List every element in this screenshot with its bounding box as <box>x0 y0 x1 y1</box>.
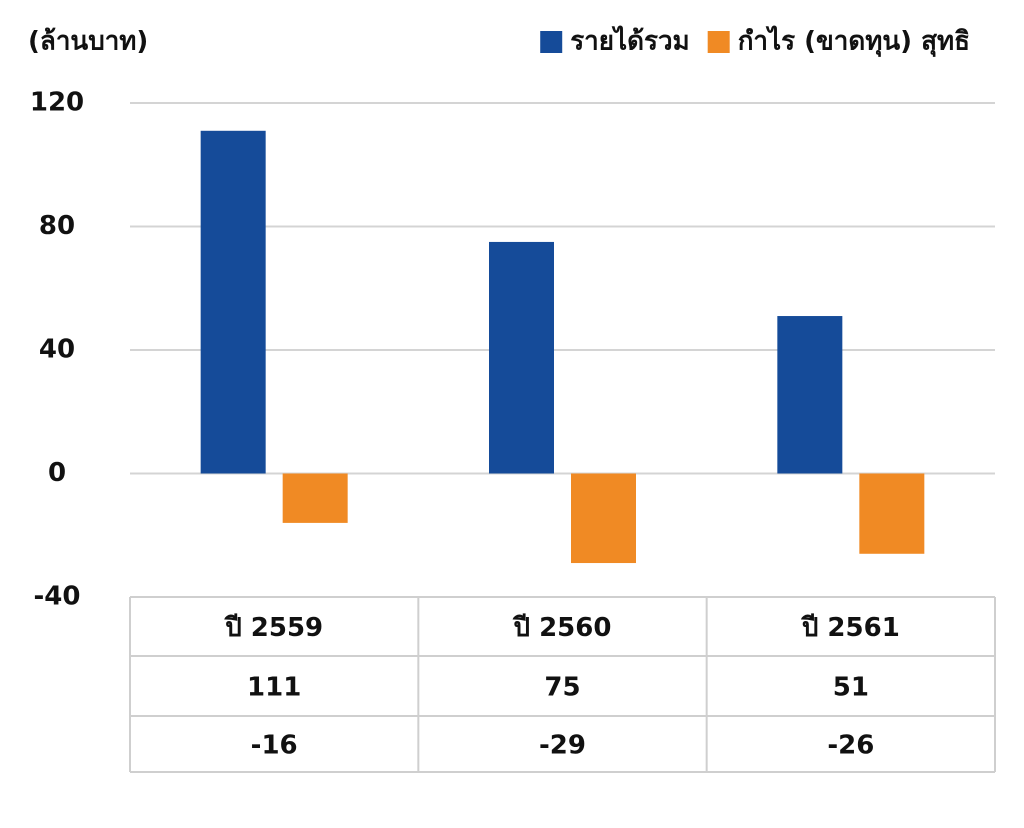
bar <box>777 316 843 474</box>
unit-label: (ล้านบาท) <box>28 27 148 57</box>
bar <box>489 241 554 474</box>
table-value: 51 <box>833 673 869 703</box>
bar <box>571 473 636 564</box>
x-tick-label: ปี 2561 <box>801 613 900 643</box>
y-tick-label: 120 <box>30 88 84 118</box>
table-value: 111 <box>247 673 301 703</box>
y-tick-label: 80 <box>39 211 75 241</box>
legend-label: รายได้รวม <box>570 25 689 57</box>
table-value: -29 <box>539 731 586 761</box>
y-tick-label: -40 <box>34 582 81 612</box>
table-value: 75 <box>544 673 580 703</box>
legend-label: กำไร (ขาดทุน) สุทธิ <box>738 25 970 58</box>
y-tick-label: 0 <box>48 458 66 488</box>
bar <box>859 473 925 554</box>
legend-swatch <box>707 31 730 53</box>
table-value: -16 <box>251 731 298 761</box>
table-value: -26 <box>827 731 874 761</box>
x-tick-label: ปี 2560 <box>513 613 612 643</box>
x-tick-label: ปี 2559 <box>224 613 323 643</box>
bar <box>282 473 348 523</box>
bar <box>200 130 266 474</box>
y-tick-label: 40 <box>39 335 75 365</box>
legend-swatch <box>540 31 563 53</box>
